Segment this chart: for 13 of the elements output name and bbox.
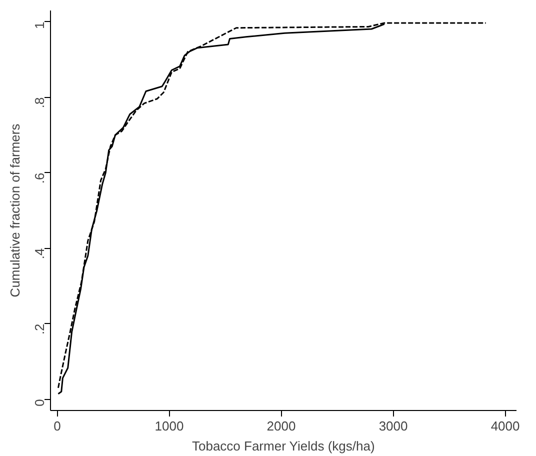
y-axis-title: Cumulative fraction of farmers <box>8 123 22 298</box>
x-tick-label: 1000 <box>154 418 184 434</box>
y-tick-label: .4 <box>32 248 47 260</box>
x-tick-label: 2000 <box>266 418 296 434</box>
y-tick-label: .2 <box>32 324 47 335</box>
x-tick-label: 3000 <box>378 418 408 434</box>
y-tick-label: .8 <box>32 97 47 108</box>
y-tick-label: 0 <box>32 399 47 406</box>
x-tick-label: 0 <box>54 418 61 434</box>
y-tick-label: .6 <box>32 172 47 184</box>
x-axis-title: Tobacco Farmer Yields (kgs/ha) <box>192 438 375 454</box>
y-tick-label: 1 <box>32 22 47 30</box>
x-tick-label: 4000 <box>490 418 520 434</box>
